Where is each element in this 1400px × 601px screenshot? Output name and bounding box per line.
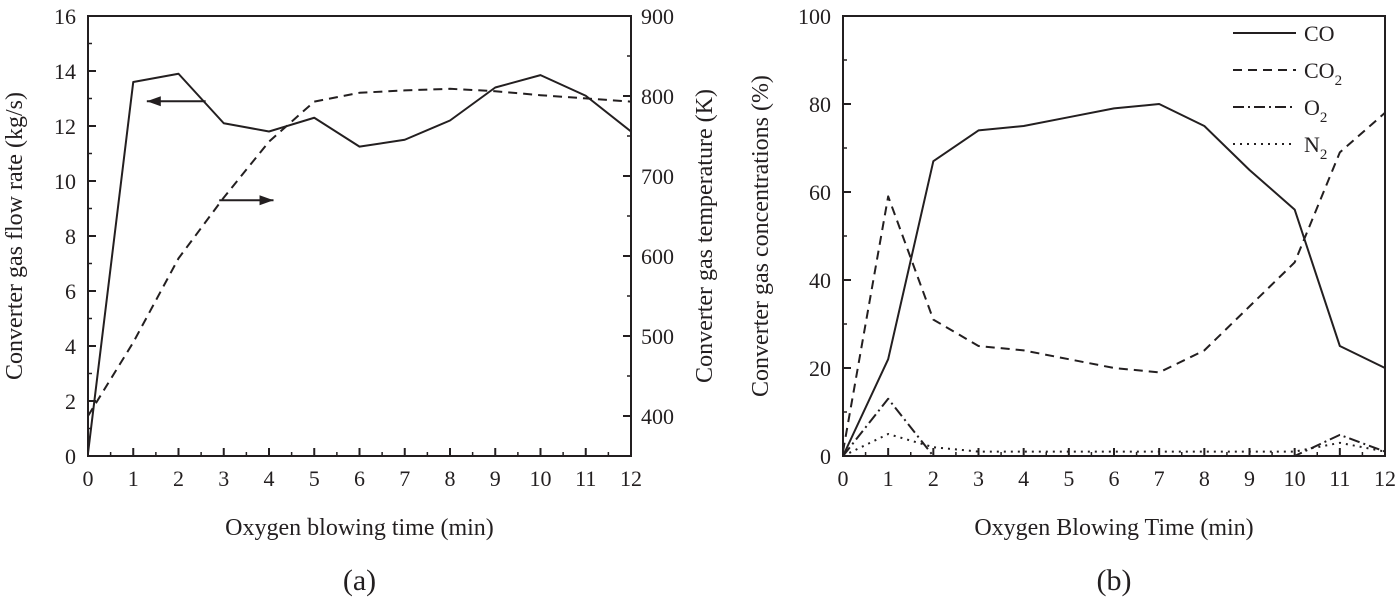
- chart-panel-b: 0 1 2 3 4 5 6 7 8 9 10 11 12020406080100COCO2O2N2Oxy…: [748, 4, 1396, 597]
- legend-label-base: N: [1304, 132, 1320, 157]
- x-tick-label-b: 10: [1284, 466, 1306, 491]
- legend-label-o2: O2: [1304, 95, 1327, 126]
- y-left-tick-label-a: 4: [65, 334, 76, 359]
- x-tick-label-b: 1: [883, 466, 894, 491]
- x-tick-label-a: 6: [354, 466, 365, 491]
- y-axis-title-b: Converter gas concentrations (%): [748, 75, 774, 397]
- y-left-tick-label-a: 0: [65, 444, 76, 469]
- y-left-tick-label-a: 8: [65, 224, 76, 249]
- x-axis-title-a: Oxygen blowing time (min): [225, 515, 494, 541]
- x-tick-label-a: 5: [309, 466, 320, 491]
- y-right-tick-label-a: 800: [641, 84, 674, 109]
- annotation-arrow-head-a: [259, 195, 274, 206]
- y-axis-title-left-a: Converter gas flow rate (kg/s): [2, 92, 28, 380]
- legend-label-base: CO: [1304, 58, 1335, 83]
- y-tick-label-b: 80: [809, 92, 831, 117]
- legend-label-subscript: 2: [1335, 73, 1343, 89]
- x-tick-label-b: 8: [1199, 466, 1210, 491]
- annotation-arrow-head-a: [146, 96, 161, 107]
- y-tick-label-b: 40: [809, 268, 831, 293]
- y-left-tick-label-a: 6: [65, 279, 76, 304]
- legend-label-co: CO: [1304, 21, 1335, 46]
- x-tick-label-b: 0: [838, 466, 849, 491]
- y-tick-label-b: 60: [809, 180, 831, 205]
- series-line-b-o2: [842, 397, 1386, 457]
- y-tick-label-b: 20: [809, 356, 831, 381]
- x-tick-label-a: 0: [83, 466, 94, 491]
- x-tick-label-b: 11: [1329, 466, 1350, 491]
- y-left-tick-label-a: 10: [54, 169, 76, 194]
- x-tick-label-a: 11: [575, 466, 596, 491]
- x-tick-label-b: 7: [1154, 466, 1165, 491]
- y-right-tick-label-a: 900: [641, 4, 674, 29]
- y-left-tick-label-a: 2: [65, 389, 76, 414]
- series-line-b-co2: [842, 112, 1386, 452]
- y-tick-label-b: 0: [820, 444, 831, 469]
- x-tick-label-a: 9: [490, 466, 501, 491]
- x-tick-label-a: 2: [173, 466, 184, 491]
- legend-label-n2: N2: [1304, 132, 1327, 163]
- y-tick-label-b: 100: [798, 4, 831, 29]
- x-tick-label-a: 3: [218, 466, 229, 491]
- series-line-a-temperature: [87, 87, 632, 417]
- x-tick-label-b: 9: [1244, 466, 1255, 491]
- x-tick-label-a: 1: [128, 466, 139, 491]
- x-tick-label-b: 2: [928, 466, 939, 491]
- legend-label-base: CO: [1304, 21, 1335, 46]
- x-tick-label-a: 12: [620, 466, 642, 491]
- x-tick-label-a: 8: [445, 466, 456, 491]
- x-tick-label-b: 3: [973, 466, 984, 491]
- y-left-tick-label-a: 16: [54, 4, 76, 29]
- y-right-tick-label-a: 500: [641, 324, 674, 349]
- legend-label-base: O: [1304, 95, 1320, 120]
- panel-label-a: (a): [343, 564, 376, 597]
- y-right-tick-label-a: 400: [641, 404, 674, 429]
- y-axis-title-right-a: Converter gas temperature (K): [692, 89, 718, 383]
- series-line-a-flow-rate: [87, 72, 632, 454]
- y-right-tick-label-a: 600: [641, 244, 674, 269]
- x-tick-label-b: 4: [1018, 466, 1029, 491]
- panel-label-b: (b): [1097, 564, 1132, 597]
- legend-label-subscript: 2: [1320, 147, 1328, 163]
- x-tick-label-a: 4: [264, 466, 275, 491]
- legend-label-co2: CO2: [1304, 58, 1342, 89]
- y-right-tick-label-a: 700: [641, 164, 674, 189]
- x-tick-label-b: 12: [1374, 466, 1396, 491]
- plot-frame-a: [87, 15, 632, 457]
- series-line-b-co: [842, 103, 1386, 457]
- chart-panel-a: 0 1 2 3 4 5 6 7 8 9 10 11 12024681012141640050060070…: [2, 4, 718, 597]
- x-tick-label-a: 7: [399, 466, 410, 491]
- x-axis-title-b: Oxygen Blowing Time (min): [974, 515, 1253, 541]
- y-left-tick-label-a: 14: [54, 59, 76, 84]
- y-left-tick-label-a: 12: [54, 114, 76, 139]
- x-tick-label-b: 5: [1063, 466, 1074, 491]
- x-tick-label-a: 10: [530, 466, 552, 491]
- legend-label-subscript: 2: [1320, 110, 1328, 126]
- x-tick-label-b: 6: [1109, 466, 1120, 491]
